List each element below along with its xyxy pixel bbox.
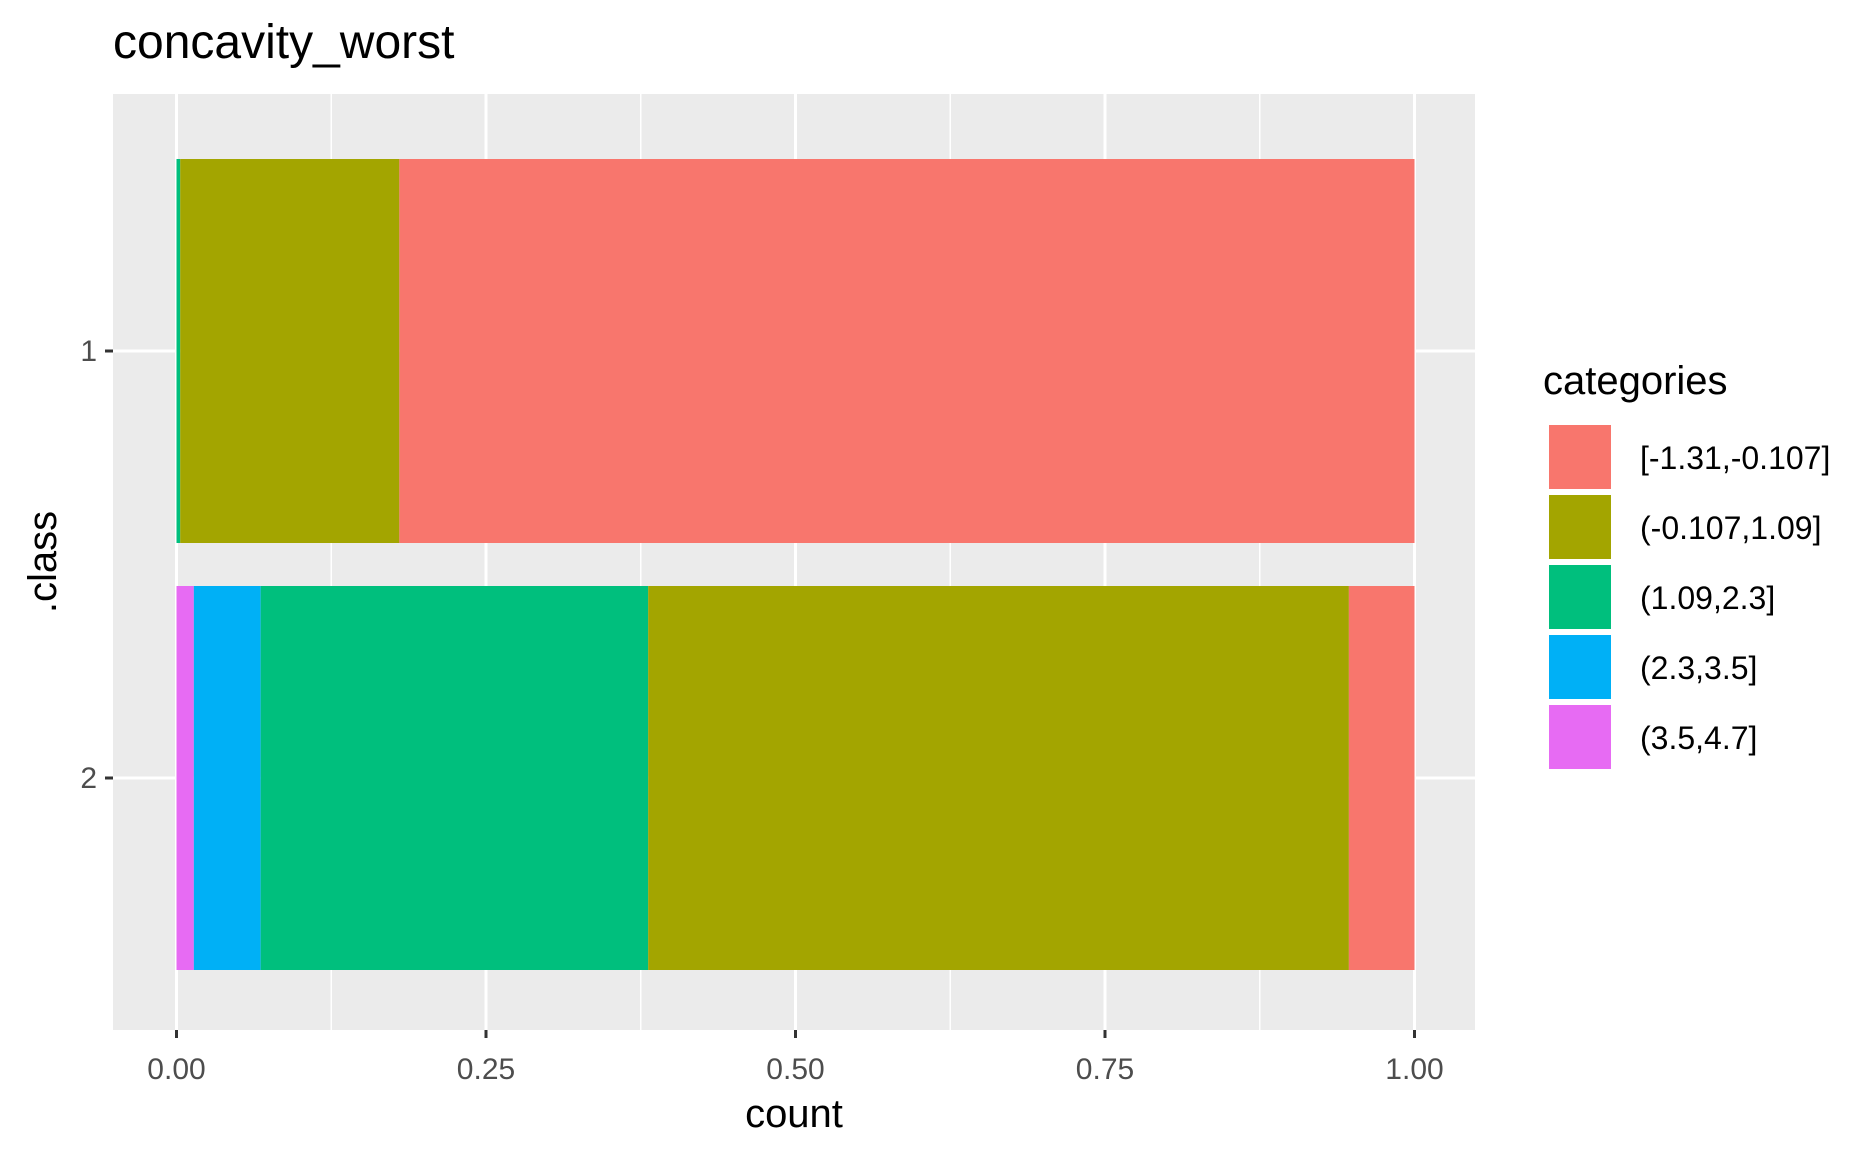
bar-segment-class-1-series-2 — [176, 159, 181, 543]
bar-segment-class-1-series-3 — [180, 159, 400, 543]
legend-label: (-0.107,1.09] — [1640, 510, 1821, 546]
legend-title: categories — [1543, 359, 1728, 403]
legend-swatch — [1547, 423, 1613, 491]
x-tick-label: 0.25 — [457, 1053, 515, 1086]
legend-swatch — [1547, 633, 1613, 701]
bar-segment-class-2-series-1 — [193, 586, 261, 970]
bars — [176, 159, 1415, 970]
legend-swatch — [1547, 703, 1613, 771]
bar-segment-class-1-series-4 — [399, 159, 1415, 543]
x-tick-label: 0.50 — [766, 1053, 824, 1086]
legend-swatch — [1547, 493, 1613, 561]
bar-segment-class-2-series-3 — [648, 586, 1349, 970]
bar-segment-class-2-series-4 — [1348, 586, 1415, 970]
y-tick-label: 1 — [80, 335, 97, 368]
chart-title: concavity_worst — [113, 16, 454, 69]
y-tick-label: 2 — [80, 762, 97, 795]
legend-label: [-1.31,-0.107] — [1640, 440, 1830, 476]
x-tick-label: 0.00 — [147, 1053, 205, 1086]
x-axis-ticks: 0.00 0.25 0.50 0.75 1.00 — [147, 1030, 1444, 1086]
x-tick-label: 1.00 — [1385, 1053, 1443, 1086]
legend: categories [-1.31,-0.107] (-0.107,1.09] (1… — [1543, 359, 1830, 771]
x-axis-title: count — [745, 1092, 843, 1136]
y-axis-ticks: 12 — [80, 335, 113, 795]
legend-label: (1.09,2.3] — [1640, 580, 1775, 616]
legend-items: [-1.31,-0.107] (-0.107,1.09] (1.09,2.3] (2.… — [1547, 423, 1830, 771]
x-tick-label: 0.75 — [1076, 1053, 1134, 1086]
legend-label: (2.3,3.5] — [1640, 650, 1757, 686]
legend-label: (3.5,4.7] — [1640, 720, 1757, 756]
bar-segment-class-2-series-2 — [260, 586, 649, 970]
legend-swatch — [1547, 563, 1613, 631]
bar-segment-class-2-series-0 — [176, 586, 194, 970]
y-axis-title: .class — [21, 511, 65, 613]
